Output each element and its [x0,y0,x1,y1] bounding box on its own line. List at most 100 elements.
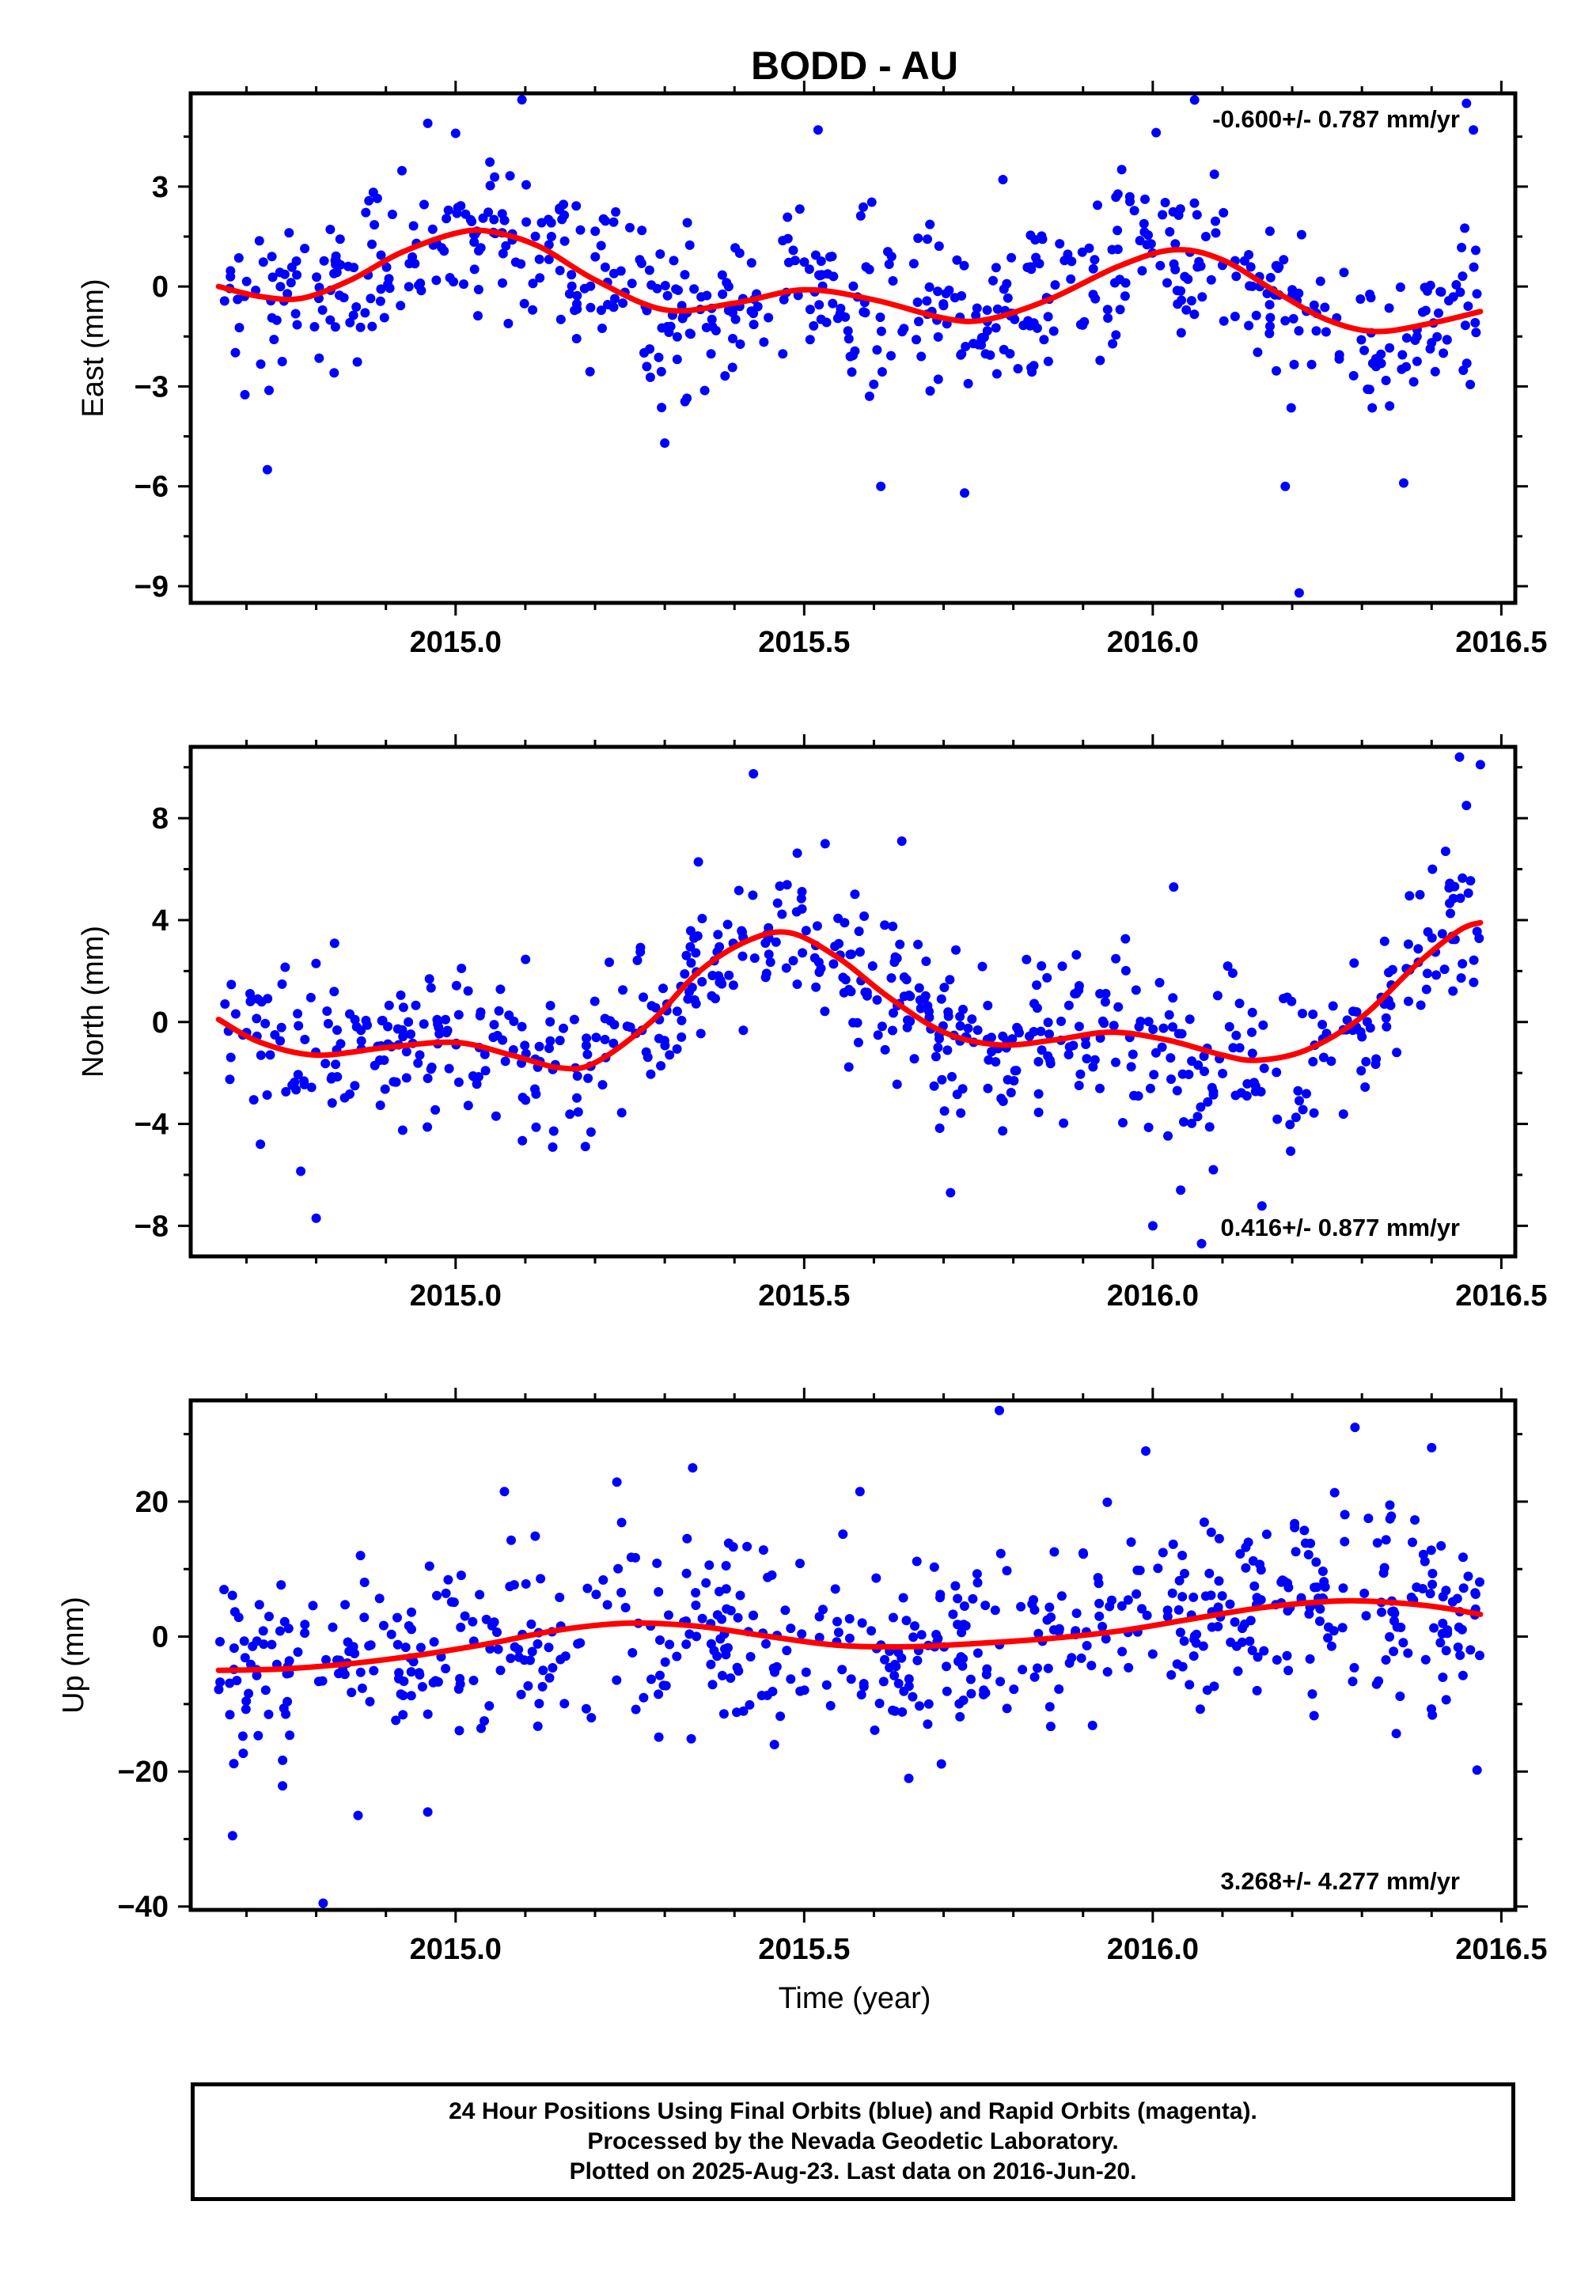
north-data-point [559,1023,568,1033]
up-y-tick-label: 0 [152,1621,169,1654]
north-data-point [1120,965,1131,976]
up-data-point [717,1614,727,1624]
north-data-point [1212,991,1223,1001]
north-data-point [921,957,931,966]
east-y-tick-label: −9 [135,570,169,604]
north-y-tick-label: 4 [152,904,169,938]
up-data-point [1179,1636,1189,1646]
north-data-point [850,889,860,900]
north-data-point [322,1006,332,1016]
up-data-point [821,1680,832,1690]
up-data-point [1252,1685,1262,1695]
north-outlier-point [1461,801,1472,811]
north-data-point [914,983,924,993]
north-data-point [1326,1056,1336,1067]
east-panel: 2015.0 2015.5 2016.0 2016.5 −9 −6 −3 0 3 East (mm… [77,81,1547,659]
up-data-point [1056,1591,1067,1601]
north-data-point [639,992,648,1002]
up-data-point [1389,1646,1399,1657]
east-data-point [309,322,320,332]
east-data-point [925,386,935,396]
up-data-point [1348,1677,1358,1687]
up-data-point [429,1637,439,1647]
up-data-point [706,1639,716,1649]
up-data-point [923,1699,934,1709]
east-data-point [1155,260,1166,271]
east-outlier-point [423,118,433,128]
east-data-point [564,289,574,299]
east-data-point [1032,323,1042,333]
north-data-point [225,1074,235,1085]
north-data-point [791,907,802,917]
up-data-point [321,1654,331,1665]
north-data-point [1285,1120,1295,1130]
east-data-point [1181,305,1192,315]
north-data-point [1071,988,1082,998]
north-data-point [1356,1066,1367,1076]
north-data-point [812,921,822,931]
up-data-point [343,1637,353,1647]
east-data-point [1088,263,1098,274]
up-data-point [225,1678,235,1688]
up-data-point [1363,1514,1374,1524]
up-data-point [995,1677,1006,1687]
up-data-point [942,1661,951,1672]
east-data-point [1311,326,1321,336]
east-data-point [534,254,544,264]
north-data-point [811,982,821,992]
east-data-point [445,273,455,282]
east-data-point [317,305,328,315]
up-data-point [870,1725,880,1735]
east-data-point [442,214,452,224]
north-data-point [939,1106,950,1116]
up-data-point [1173,1605,1184,1615]
east-data-point [735,339,745,349]
east-data-point [1356,335,1367,345]
north-data-point [737,926,747,936]
east-data-point [979,332,989,343]
east-data-point [859,202,868,212]
up-data-point [1168,1539,1178,1549]
north-data-point [472,1079,482,1089]
east-data-point [521,180,531,190]
north-data-point [847,949,856,960]
up-data-point [229,1643,239,1654]
east-data-point [1043,356,1053,366]
east-data-point [618,298,628,309]
north-data-point [252,994,263,1004]
up-data-point [1427,1579,1438,1589]
east-data-point [825,252,835,262]
up-data-point [691,1588,701,1598]
east-data-point [1384,303,1394,313]
east-data-point [596,241,606,251]
north-data-point [583,1073,593,1083]
east-data-point [828,298,838,309]
east-data-point [684,240,695,250]
north-panel: 2015.0 2015.5 2016.0 2016.5 −8 −4 0 4 8 North (mm… [77,734,1547,1313]
east-data-point [275,282,286,292]
east-data-point [498,278,507,288]
up-data-point [1452,1593,1462,1604]
east-data-point [579,283,589,294]
north-data-point [329,987,339,997]
up-data-point [955,1711,965,1722]
up-data-point [1326,1641,1336,1651]
up-data-point [844,1633,855,1643]
north-data-point [681,950,692,960]
up-data-point [720,1644,730,1654]
east-data-point [586,302,596,313]
east-data-point [1471,328,1481,338]
north-data-point [983,1000,993,1010]
east-data-point [467,217,477,226]
up-outlier-point [995,1405,1004,1415]
up-data-point [1054,1626,1064,1636]
north-data-point [548,1126,559,1136]
up-data-point [1018,1665,1028,1675]
up-data-point [281,1709,291,1719]
east-data-point [240,389,250,400]
north-data-point [955,1021,965,1031]
east-data-point [759,337,769,347]
up-data-point [1349,1662,1359,1673]
east-data-point [478,213,488,223]
east-data-point [510,257,521,267]
